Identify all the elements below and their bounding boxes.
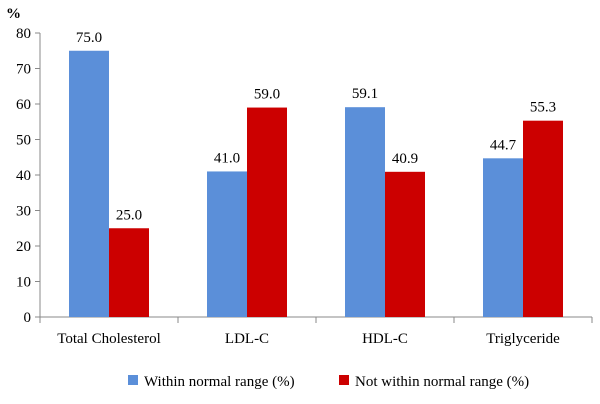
- legend-swatch: [339, 375, 349, 385]
- data-label: 41.0: [214, 150, 240, 166]
- data-label: 59.1: [352, 86, 378, 102]
- bar: [109, 228, 149, 317]
- bar: [207, 171, 247, 317]
- bar: [523, 120, 563, 317]
- legend-label: Not within normal range (%): [355, 374, 529, 390]
- y-tick-label: 60: [16, 97, 31, 113]
- data-label: 59.0: [254, 87, 280, 103]
- data-label: 44.7: [490, 137, 517, 153]
- data-label: 40.9: [392, 151, 418, 167]
- data-label: 55.3: [530, 100, 556, 116]
- y-tick-label: 40: [16, 168, 31, 184]
- y-tick-label: 50: [16, 133, 31, 149]
- y-axis-unit-label: %: [6, 6, 21, 22]
- bar: [247, 107, 287, 317]
- y-tick-label: 10: [16, 275, 31, 291]
- bar: [385, 171, 425, 317]
- y-tick-label: 70: [16, 62, 31, 78]
- y-tick-label: 0: [24, 310, 32, 326]
- data-label: 75.0: [76, 30, 102, 46]
- data-label: 25.0: [116, 207, 142, 223]
- y-tick-label: 80: [16, 26, 31, 42]
- x-category-label: LDL-C: [225, 331, 269, 347]
- bar: [345, 107, 385, 317]
- y-tick-label: 30: [16, 204, 31, 220]
- y-tick-label: 20: [16, 239, 31, 255]
- x-category-label: HDL-C: [362, 331, 408, 347]
- bar: [483, 158, 523, 317]
- x-category-label: Total Cholesterol: [57, 331, 161, 347]
- legend-label: Within normal range (%): [144, 374, 295, 390]
- legend-swatch: [128, 375, 138, 385]
- x-category-label: Triglyceride: [486, 331, 560, 347]
- bar: [69, 50, 109, 317]
